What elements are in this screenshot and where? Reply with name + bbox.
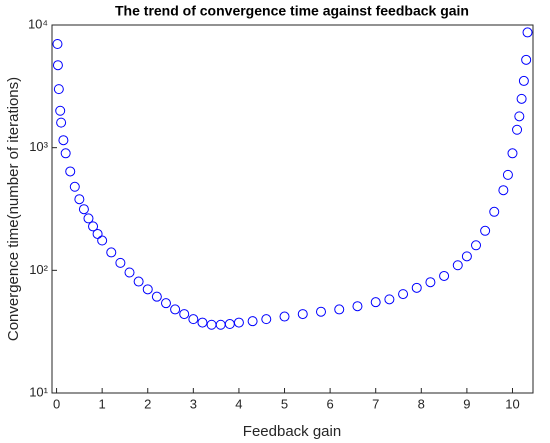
marker bbox=[106, 247, 117, 258]
marker bbox=[507, 148, 518, 159]
x-tick-label: 3 bbox=[190, 396, 197, 411]
marker bbox=[142, 284, 153, 295]
x-tick-label: 2 bbox=[144, 396, 151, 411]
x-tick-label: 8 bbox=[418, 396, 425, 411]
marker bbox=[53, 84, 64, 95]
marker bbox=[261, 314, 272, 325]
marker bbox=[411, 282, 422, 293]
marker bbox=[179, 309, 190, 320]
marker bbox=[247, 316, 258, 327]
y-tick-label: 10¹ bbox=[29, 384, 48, 399]
x-tick-label: 10 bbox=[505, 396, 519, 411]
marker bbox=[370, 297, 381, 308]
marker bbox=[352, 301, 363, 312]
chart-title: The trend of convergence time against fe… bbox=[115, 3, 469, 19]
marker bbox=[52, 39, 63, 50]
marker bbox=[65, 166, 76, 177]
marker bbox=[489, 206, 500, 217]
marker bbox=[480, 225, 491, 236]
marker bbox=[58, 135, 69, 146]
x-tick-label: 6 bbox=[326, 396, 333, 411]
marker bbox=[461, 251, 472, 262]
y-tick-label: 10⁴ bbox=[28, 16, 48, 31]
marker bbox=[52, 60, 63, 71]
x-tick-label: 5 bbox=[281, 396, 288, 411]
x-tick-label: 1 bbox=[99, 396, 106, 411]
marker bbox=[514, 111, 525, 122]
x-tick-label: 4 bbox=[235, 396, 242, 411]
marker bbox=[56, 117, 67, 128]
y-tick-label: 10³ bbox=[29, 139, 48, 154]
x-axis-label: Feedback gain bbox=[243, 423, 341, 440]
marker bbox=[97, 235, 108, 246]
marker bbox=[60, 148, 71, 159]
marker bbox=[297, 309, 308, 320]
marker bbox=[83, 213, 94, 224]
y-axis-label: Convergence time(number of iterations) bbox=[5, 77, 22, 341]
marker bbox=[452, 260, 463, 271]
marker bbox=[439, 270, 450, 281]
marker bbox=[512, 124, 523, 135]
marker bbox=[279, 311, 290, 322]
marker bbox=[92, 228, 103, 239]
marker bbox=[384, 294, 395, 305]
marker bbox=[521, 54, 532, 65]
x-tick-label: 7 bbox=[372, 396, 379, 411]
marker bbox=[233, 317, 244, 328]
marker bbox=[151, 291, 162, 302]
marker bbox=[74, 194, 85, 205]
marker bbox=[197, 317, 208, 328]
x-tick-label: 9 bbox=[463, 396, 470, 411]
marker bbox=[522, 27, 533, 38]
marker bbox=[160, 298, 171, 309]
marker bbox=[188, 314, 199, 325]
marker bbox=[55, 105, 66, 116]
marker bbox=[516, 93, 527, 104]
marker bbox=[425, 277, 436, 288]
marker bbox=[133, 276, 144, 287]
y-tick-label: 10² bbox=[29, 262, 48, 277]
marker bbox=[315, 306, 326, 317]
marker bbox=[398, 289, 409, 300]
marker bbox=[502, 169, 513, 180]
marker bbox=[69, 181, 80, 192]
marker bbox=[124, 267, 135, 278]
x-tick-label: 0 bbox=[53, 396, 60, 411]
marker bbox=[471, 240, 482, 251]
marker bbox=[115, 257, 126, 268]
marker bbox=[170, 304, 181, 315]
plot-area bbox=[51, 24, 534, 394]
marker bbox=[88, 221, 99, 232]
marker bbox=[334, 304, 345, 315]
marker bbox=[518, 75, 529, 86]
marker bbox=[498, 185, 509, 196]
marker bbox=[78, 204, 89, 215]
